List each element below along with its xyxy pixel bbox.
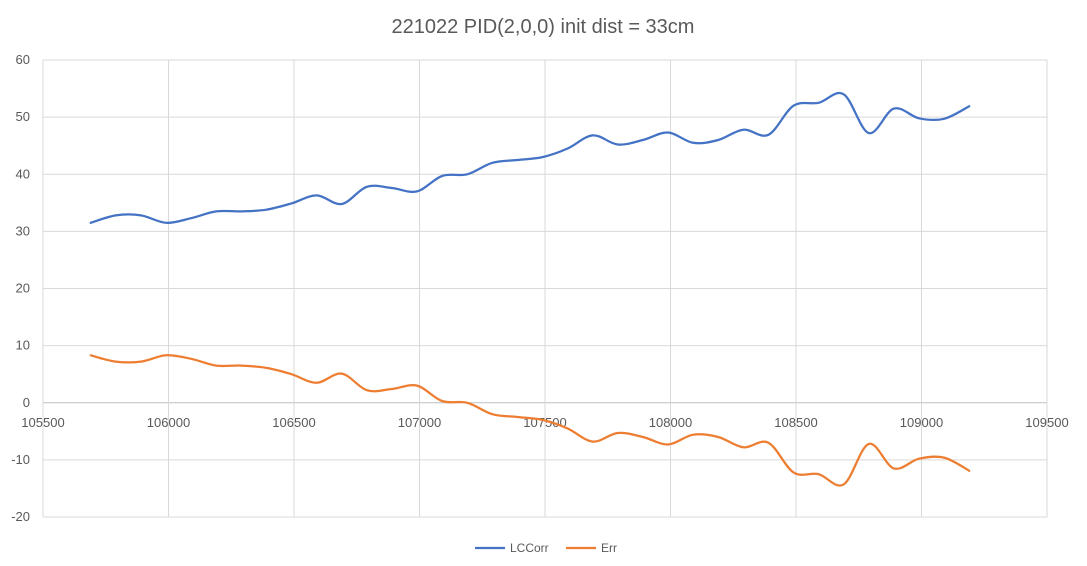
y-tick-label: 20: [16, 281, 30, 296]
grid-lines: [42, 59, 1048, 518]
x-tick-label: 107000: [398, 415, 441, 430]
x-tick-label: 106000: [147, 415, 190, 430]
chart-title: 221022 PID(2,0,0) init dist = 33cm: [392, 16, 695, 38]
legend-label-err: Err: [601, 541, 617, 555]
x-tick-label: 109000: [900, 415, 943, 430]
y-tick-label: 60: [16, 52, 30, 67]
legend: LCCorr Err: [475, 541, 617, 555]
legend-label-lccorr: LCCorr: [510, 541, 549, 555]
x-tick-label: 106500: [272, 415, 315, 430]
y-tick-label: -10: [11, 452, 30, 467]
y-tick-label: 40: [16, 166, 30, 181]
y-tick-label: 0: [23, 395, 30, 410]
series-line-err: [89, 354, 971, 487]
y-tick-label: -20: [11, 509, 30, 524]
y-tick-label: 30: [16, 223, 30, 238]
x-tick-label: 109500: [1025, 415, 1068, 430]
x-tick-label: 108500: [774, 415, 817, 430]
y-tick-label: 50: [16, 109, 30, 124]
series-lines: [89, 91, 971, 487]
x-tick-label: 108000: [649, 415, 692, 430]
series-line-lccorr: [89, 91, 971, 224]
x-tick-label: 105500: [21, 415, 64, 430]
y-tick-label: 10: [16, 338, 30, 353]
